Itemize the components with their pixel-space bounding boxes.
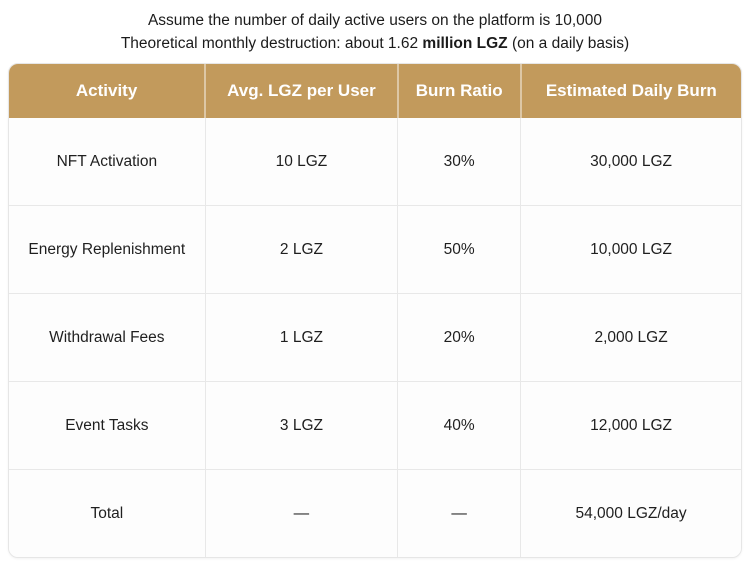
burn-ratio-cell: —	[397, 469, 522, 557]
daily-burn-cell: 10,000 LGZ	[520, 205, 741, 294]
burn-ratio-cell: 30%	[397, 118, 522, 206]
daily-burn-cell: 30,000 LGZ	[520, 118, 741, 206]
column-header-activity: Activity	[9, 64, 207, 118]
activity-cell: Event Tasks	[9, 381, 206, 470]
avg-lgz-cell: 10 LGZ	[205, 118, 399, 206]
burn-ratio-cell: 40%	[397, 381, 522, 470]
table-row: NFT Activation 10 LGZ 30% 30,000 LGZ	[9, 118, 741, 206]
column-header-burn-ratio: Burn Ratio	[397, 64, 522, 118]
daily-burn-cell: 54,000 LGZ/day	[520, 469, 741, 557]
activity-cell: Total	[9, 469, 206, 557]
burn-table: Activity Avg. LGZ per User Burn Ratio Es…	[9, 64, 741, 557]
avg-lgz-cell: 3 LGZ	[205, 381, 399, 470]
daily-burn-cell: 2,000 LGZ	[520, 293, 741, 382]
caption-line-1: Assume the number of daily active users …	[147, 12, 603, 29]
caption-line-2-bold: million LGZ	[422, 35, 508, 52]
table-row: Withdrawal Fees 1 LGZ 20% 2,000 LGZ	[9, 293, 741, 382]
column-header-avg-lgz: Avg. LGZ per User	[205, 64, 399, 118]
activity-cell: NFT Activation	[9, 118, 206, 206]
avg-lgz-cell: 2 LGZ	[205, 205, 399, 294]
avg-lgz-cell: 1 LGZ	[205, 293, 399, 382]
activity-cell: Withdrawal Fees	[9, 293, 206, 382]
table-row: Event Tasks 3 LGZ 40% 12,000 LGZ	[9, 381, 741, 470]
daily-burn-cell: 12,000 LGZ	[520, 381, 741, 470]
caption-line-2-suffix: (on a daily basis)	[507, 35, 630, 52]
table-row-total: Total — — 54,000 LGZ/day	[9, 469, 741, 557]
avg-lgz-cell: —	[205, 469, 399, 557]
caption: Assume the number of daily active users …	[0, 0, 750, 55]
table-row: Energy Replenishment 2 LGZ 50% 10,000 LG…	[9, 205, 741, 294]
burn-table-container: Activity Avg. LGZ per User Burn Ratio Es…	[8, 63, 742, 558]
burn-ratio-cell: 20%	[397, 293, 522, 382]
activity-cell: Energy Replenishment	[9, 205, 206, 294]
caption-line-2: Theoretical monthly destruction: about 1…	[0, 32, 750, 55]
burn-ratio-cell: 50%	[397, 205, 522, 294]
caption-line-2-prefix: Theoretical monthly destruction: about 1…	[120, 35, 423, 52]
table-header-row: Activity Avg. LGZ per User Burn Ratio Es…	[9, 64, 741, 118]
column-header-estimated-daily-burn: Estimated Daily Burn	[520, 64, 741, 118]
